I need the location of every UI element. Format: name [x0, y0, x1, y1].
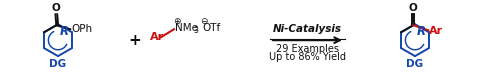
Text: Ni-Catalysis: Ni-Catalysis: [273, 24, 342, 34]
Text: R: R: [417, 25, 426, 38]
Text: ⊕: ⊕: [174, 17, 181, 26]
Text: DG: DG: [50, 59, 66, 69]
Text: NMe: NMe: [175, 23, 198, 33]
Text: OPh: OPh: [72, 24, 92, 34]
Text: 29 Examples: 29 Examples: [276, 44, 339, 54]
Text: ⊖: ⊖: [200, 17, 208, 26]
Text: +: +: [128, 33, 141, 48]
Text: R: R: [60, 25, 69, 38]
Text: O: O: [409, 3, 418, 13]
Text: OTf: OTf: [202, 23, 220, 33]
Text: Up to 86% Yield: Up to 86% Yield: [269, 52, 346, 62]
Text: O: O: [52, 3, 60, 13]
Text: DG: DG: [406, 59, 424, 69]
Text: Ar: Ar: [150, 32, 164, 42]
Text: 3: 3: [193, 26, 198, 35]
Text: Ar: Ar: [430, 26, 444, 36]
